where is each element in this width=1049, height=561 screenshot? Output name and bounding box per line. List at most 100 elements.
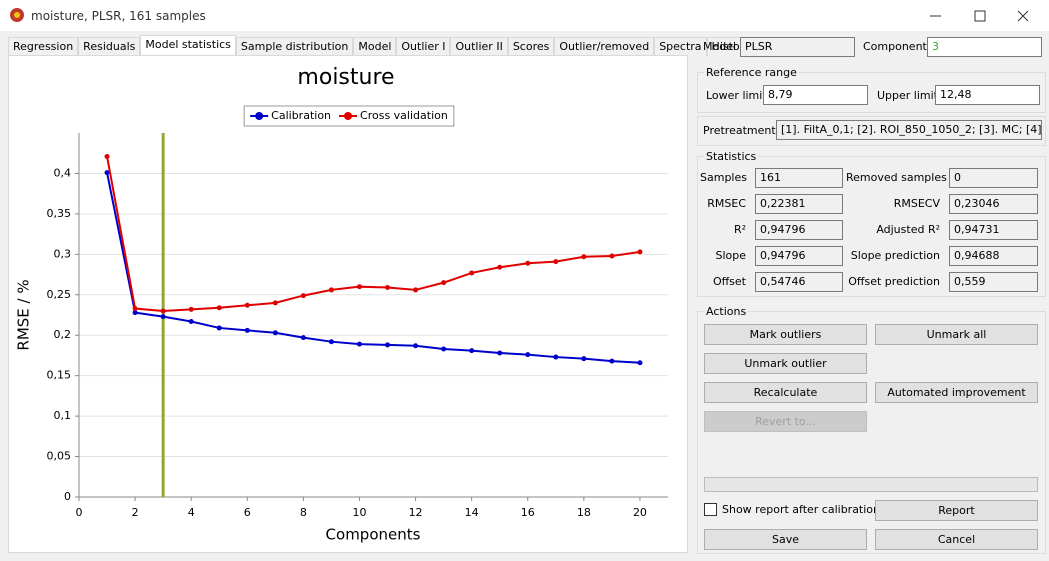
lower-limit-field[interactable]: 8,79 xyxy=(763,85,868,105)
value-field: 161 xyxy=(755,168,843,188)
tab[interactable]: Residuals xyxy=(78,37,141,56)
data-point xyxy=(328,339,334,345)
y-axis-label: RMSE / % xyxy=(15,279,33,350)
data-point xyxy=(188,318,194,324)
data-point xyxy=(413,343,419,349)
upper-limit-field[interactable]: 12,48 xyxy=(935,85,1040,105)
tab[interactable]: Model xyxy=(353,37,397,56)
button[interactable]: Mark outliers xyxy=(704,324,867,345)
label: Removed samples xyxy=(846,171,947,184)
data-point xyxy=(188,306,194,312)
data-point xyxy=(244,302,250,308)
label: RMSECV xyxy=(893,197,940,210)
data-point xyxy=(300,293,306,299)
x-tick-label: 0 xyxy=(76,506,83,519)
x-tick-label: 2 xyxy=(132,506,139,519)
value-field: 0,94796 xyxy=(755,220,843,240)
label: Slope xyxy=(715,249,746,262)
tab[interactable]: Outlier I xyxy=(396,37,451,56)
data-point xyxy=(525,352,531,358)
data-point xyxy=(272,300,278,306)
data-point xyxy=(216,305,222,311)
checkbox-label[interactable]: Show report after calibration xyxy=(722,503,881,516)
label: Upper limit xyxy=(877,89,938,102)
label: Slope prediction xyxy=(850,249,940,262)
y-tick-label: 0,05 xyxy=(47,450,72,463)
data-point xyxy=(441,280,447,286)
tab[interactable]: Outlier/removed xyxy=(554,37,655,56)
progress-bar xyxy=(704,477,1038,492)
window-controls[interactable] xyxy=(920,8,1040,24)
data-point xyxy=(581,356,587,362)
value-field: 0,94796 xyxy=(755,246,843,266)
label: Samples xyxy=(700,171,747,184)
value-field: 0 xyxy=(949,168,1038,188)
group-box xyxy=(697,116,1046,146)
label: Offset prediction xyxy=(848,275,940,288)
group-box xyxy=(697,156,1046,297)
tab[interactable]: Scores xyxy=(507,37,555,56)
button[interactable]: Unmark outlier xyxy=(704,353,867,374)
x-tick-label: 18 xyxy=(577,506,591,519)
component-spinner[interactable]: 3 xyxy=(927,37,1042,57)
title-bar xyxy=(0,0,1049,31)
data-point xyxy=(497,264,503,270)
y-tick-label: 0,25 xyxy=(47,288,72,301)
tab[interactable]: Model statistics xyxy=(140,35,236,56)
button[interactable]: Unmark all xyxy=(875,324,1038,345)
label: Model xyxy=(703,40,737,53)
data-point xyxy=(469,270,475,276)
x-tick-label: 14 xyxy=(465,506,479,519)
tab[interactable]: Spectra xyxy=(654,37,707,56)
tab[interactable]: Outlier II xyxy=(450,37,508,56)
label: R² xyxy=(733,223,746,236)
y-tick-label: 0,4 xyxy=(54,166,72,179)
button[interactable]: Automated improvement xyxy=(875,382,1038,403)
data-point xyxy=(160,308,166,314)
value-field: 0,54746 xyxy=(755,272,843,292)
button[interactable]: Report xyxy=(875,500,1038,521)
data-point xyxy=(244,327,250,333)
x-tick-label: 10 xyxy=(352,506,366,519)
data-point xyxy=(300,335,306,341)
y-tick-label: 0,35 xyxy=(47,207,72,220)
group-title: Reference range xyxy=(704,66,799,79)
checkbox[interactable] xyxy=(704,503,717,516)
data-point xyxy=(609,358,615,364)
tab[interactable]: Sample distribution xyxy=(235,37,354,56)
tab[interactable]: Regression xyxy=(8,37,79,56)
chart: moisture Components RMSE / % 0 0,05 0,1 0,1… xyxy=(15,65,668,544)
data-point xyxy=(385,342,391,348)
data-point xyxy=(356,284,362,290)
data-point xyxy=(413,287,419,293)
data-point xyxy=(132,306,138,312)
series-line xyxy=(106,156,641,312)
group-box xyxy=(697,311,1046,554)
data-point xyxy=(581,254,587,260)
data-point xyxy=(356,341,362,347)
data-point xyxy=(216,325,222,331)
legend-label: Cross validation xyxy=(360,109,448,122)
app-icon xyxy=(10,8,24,22)
button[interactable]: Cancel xyxy=(875,529,1038,550)
legend-swatch xyxy=(344,112,353,120)
label: Component xyxy=(863,40,927,53)
button[interactable]: Recalculate xyxy=(704,382,867,403)
data-point xyxy=(525,260,531,266)
data-point xyxy=(637,360,643,366)
x-tick-label: 20 xyxy=(633,506,647,519)
data-point xyxy=(637,249,643,255)
group-title: Statistics xyxy=(704,150,759,163)
data-point xyxy=(497,350,503,356)
x-tick-label: 8 xyxy=(300,506,307,519)
value-field: 0,23046 xyxy=(949,194,1038,214)
data-point xyxy=(385,284,391,290)
value-field: 0,559 xyxy=(949,272,1038,292)
data-point xyxy=(104,170,110,176)
data-point xyxy=(609,253,615,259)
y-tick-label: 0,15 xyxy=(47,369,72,382)
y-tick-label: 0,1 xyxy=(54,409,72,422)
data-point xyxy=(160,314,166,320)
button[interactable]: Save xyxy=(704,529,867,550)
value-field: 0,94688 xyxy=(949,246,1038,266)
